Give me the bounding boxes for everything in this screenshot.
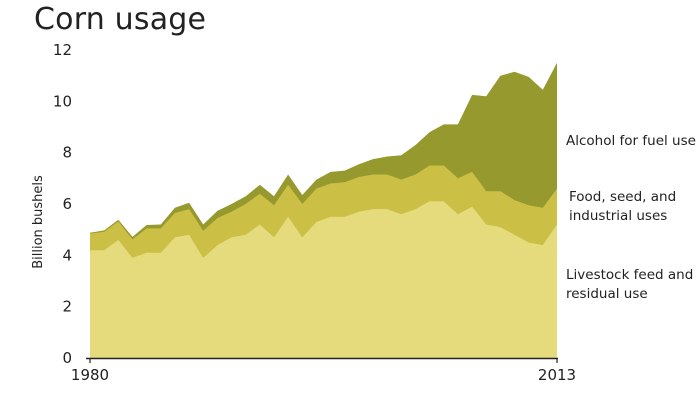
y-tick-label-3: 6: [62, 195, 72, 213]
y-axis-ticks: 0 2 4 6 8 10 12: [53, 41, 72, 367]
y-tick-label-1: 2: [62, 298, 72, 316]
chart-title: Corn usage: [34, 2, 207, 37]
chart-areas: [90, 62, 557, 359]
x-tick-label-0: 1980: [71, 366, 109, 384]
y-tick-label-4: 8: [62, 144, 72, 162]
y-axis-label: Billion bushels: [31, 175, 46, 269]
y-tick-label-0: 0: [62, 349, 72, 367]
legend-food-seed-industrial: Food, seed, and industrial uses: [569, 189, 677, 224]
x-axis-ticks: 1980 2013: [71, 358, 576, 384]
legend-alcohol-for-fuel: Alcohol for fuel use: [566, 133, 696, 149]
y-tick-label-5: 10: [53, 92, 72, 110]
y-tick-label-6: 12: [53, 41, 72, 59]
legend-livestock-feed: Livestock feed and residual use: [566, 267, 694, 302]
y-tick-label-2: 4: [62, 246, 72, 264]
area-series-0: [90, 201, 557, 358]
x-tick-label-1: 2013: [538, 366, 576, 384]
